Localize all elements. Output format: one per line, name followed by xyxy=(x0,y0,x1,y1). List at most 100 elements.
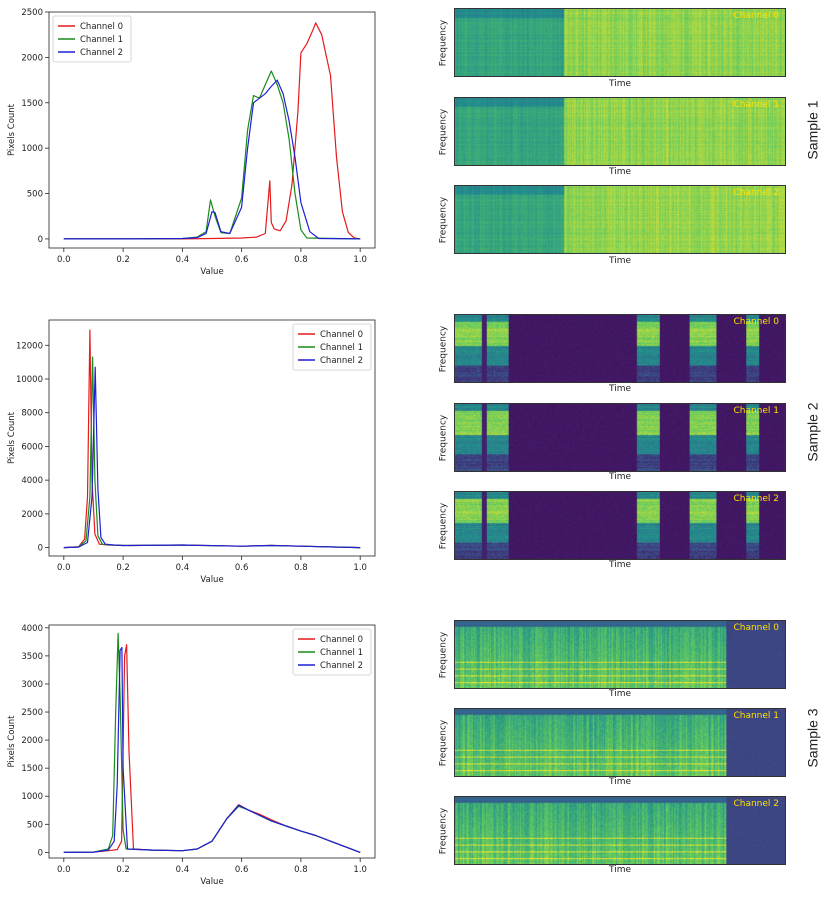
histogram-chart-3: 0.0 0.2 0.4 0.6 0.8 1.0 0 500 1000 1500 2000 2500 30… xyxy=(7,624,376,887)
spectrogram-channel-label: Channel 1 xyxy=(733,711,779,721)
frequency-axis-label: Frequency xyxy=(438,502,448,549)
y-tick-label: 2000 xyxy=(21,510,43,520)
spectrogram-group-sample-1: Frequency Channel 0 Time Frequency Chann… xyxy=(437,0,792,270)
x-tick-label: 0.0 xyxy=(57,563,71,573)
series-line-channel-1 xyxy=(63,356,361,549)
x-tick-label: 0.6 xyxy=(235,255,249,265)
spectrogram-channel-label: Channel 2 xyxy=(733,494,779,504)
spectrogram-channel-label: Channel 2 xyxy=(733,799,779,809)
spectrogram-channel-2: Channel 2 xyxy=(454,491,786,560)
frequency-axis-label: Frequency xyxy=(438,325,448,372)
legend-label: Channel 1 xyxy=(80,35,123,45)
y-tick-label: 500 xyxy=(27,190,43,200)
x-tick-label: 0.4 xyxy=(176,255,190,265)
y-tick-label: 8000 xyxy=(21,409,43,419)
spectrogram-channel-label: Channel 0 xyxy=(733,11,779,21)
x-tick-label: 0.6 xyxy=(235,865,249,875)
y-tick-label: 2000 xyxy=(21,53,43,63)
spectrogram-channel-0: Channel 0 xyxy=(454,314,786,383)
legend-label: Channel 0 xyxy=(80,22,123,32)
x-axis-label: Value xyxy=(200,267,223,277)
sample-label-2: Sample 2 xyxy=(805,402,821,462)
legend-label: Channel 2 xyxy=(80,48,123,58)
y-tick-label: 1000 xyxy=(21,792,43,802)
legend-label: Channel 2 xyxy=(320,661,363,671)
x-tick-label: 0.8 xyxy=(294,255,308,265)
x-axis-label: Value xyxy=(200,575,223,585)
spectrogram-channel-1: Channel 1 xyxy=(454,708,786,777)
y-tick-label: 4000 xyxy=(21,476,43,486)
legend-label: Channel 0 xyxy=(320,330,363,340)
legend-label: Channel 0 xyxy=(320,635,363,645)
x-tick-label: 0.4 xyxy=(176,563,190,573)
x-tick-label: 1.0 xyxy=(353,563,367,573)
spectrogram-channel-label: Channel 1 xyxy=(733,406,779,416)
plot-frame xyxy=(48,624,376,859)
y-tick-label: 1500 xyxy=(21,99,43,109)
plot-frame xyxy=(48,11,376,249)
spectrogram-channel-2: Channel 2 xyxy=(454,796,786,865)
frequency-axis-label: Frequency xyxy=(438,108,448,155)
spectrogram-channel-1: Channel 1 xyxy=(454,97,786,166)
y-axis-label: Pixels Count xyxy=(7,411,17,464)
spectrogram-channel-label: Channel 1 xyxy=(733,100,779,110)
x-tick-label: 0.0 xyxy=(57,255,71,265)
y-tick-label: 1500 xyxy=(21,764,43,774)
y-tick-label: 12000 xyxy=(16,341,43,351)
time-axis-label: Time xyxy=(608,384,632,394)
histogram-chart-2: 0.0 0.2 0.4 0.6 0.8 1.0 0 2000 4000 6000 8000 10000… xyxy=(7,319,376,585)
spectrogram-group-sample-2: Frequency Channel 0 Time Frequency Chann… xyxy=(437,306,792,576)
y-tick-label: 3500 xyxy=(21,652,43,662)
x-axis-label: Value xyxy=(200,877,223,887)
y-tick-label: 0 xyxy=(38,235,43,245)
spectrogram-channel-0: Channel 0 xyxy=(454,8,786,77)
time-axis-label: Time xyxy=(608,167,632,177)
x-tick-label: 0.4 xyxy=(176,865,190,875)
time-axis-label: Time xyxy=(608,560,632,570)
spectrogram-channel-label: Channel 2 xyxy=(733,188,779,198)
x-tick-label: 0.2 xyxy=(116,563,130,573)
x-tick-label: 0.6 xyxy=(235,563,249,573)
legend-label: Channel 1 xyxy=(320,648,363,658)
legend-label: Channel 2 xyxy=(320,356,363,366)
time-axis-label: Time xyxy=(608,79,632,89)
x-tick-label: 1.0 xyxy=(353,865,367,875)
series-line-channel-0 xyxy=(63,22,361,240)
series-line-channel-2 xyxy=(63,646,361,853)
y-axis-label: Pixels Count xyxy=(7,715,17,768)
legend-label: Channel 1 xyxy=(320,343,363,353)
legend-box xyxy=(292,628,372,676)
sample-label-3: Sample 3 xyxy=(805,708,821,768)
frequency-axis-label: Frequency xyxy=(438,807,448,854)
series-line-channel-2 xyxy=(63,366,361,549)
frequency-axis-label: Frequency xyxy=(438,19,448,66)
series-line-channel-0 xyxy=(63,644,361,853)
y-tick-label: 0 xyxy=(38,848,43,858)
y-tick-label: 6000 xyxy=(21,442,43,452)
x-tick-label: 0.8 xyxy=(294,563,308,573)
y-tick-label: 2000 xyxy=(21,736,43,746)
y-tick-label: 10000 xyxy=(16,375,43,385)
spectrogram-channel-label: Channel 0 xyxy=(733,623,779,633)
x-tick-label: 0.8 xyxy=(294,865,308,875)
frequency-axis-label: Frequency xyxy=(438,631,448,678)
frequency-axis-label: Frequency xyxy=(438,719,448,766)
y-tick-label: 4000 xyxy=(21,624,43,634)
spectrogram-channel-0: Channel 0 xyxy=(454,620,786,689)
spectrogram-channel-2: Channel 2 xyxy=(454,185,786,254)
spectrogram-channel-1: Channel 1 xyxy=(454,403,786,472)
series-line-channel-2 xyxy=(63,79,361,240)
legend-box xyxy=(292,323,372,371)
x-tick-label: 0.0 xyxy=(57,865,71,875)
time-axis-label: Time xyxy=(608,472,632,482)
y-tick-label: 500 xyxy=(27,820,43,830)
y-axis-label: Pixels Count xyxy=(7,103,17,156)
x-tick-label: 0.2 xyxy=(116,865,130,875)
x-tick-label: 1.0 xyxy=(353,255,367,265)
time-axis-label: Time xyxy=(608,689,632,699)
y-tick-label: 2500 xyxy=(21,8,43,18)
series-line-channel-1 xyxy=(63,70,361,240)
plot-frame xyxy=(48,319,376,557)
spectrogram-group-sample-3: Frequency Channel 0 Time Frequency Chann… xyxy=(437,612,792,882)
y-tick-label: 2500 xyxy=(21,708,43,718)
